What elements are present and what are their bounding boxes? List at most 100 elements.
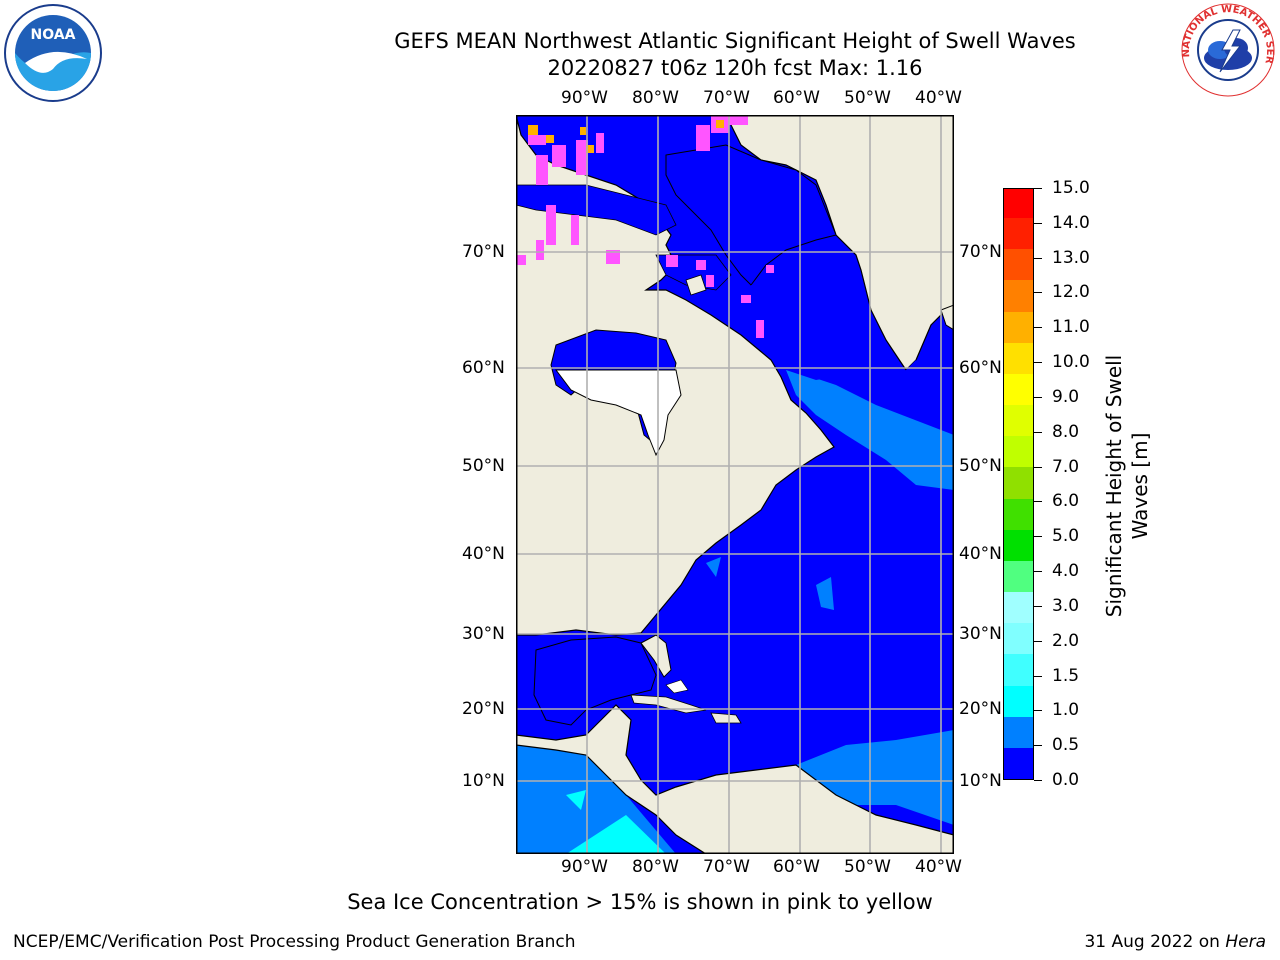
sea-ice (516, 115, 774, 338)
colorbar-tick-mark (1034, 745, 1042, 747)
map-panel (515, 114, 955, 855)
colorbar-segment (1004, 404, 1033, 437)
colorbar-segment (1004, 529, 1033, 561)
colorbar-tick-mark (1034, 675, 1042, 677)
colorbar-tick-mark (1034, 780, 1042, 781)
lat-label-right: 70°N (959, 242, 1002, 262)
colorbar-segment (1004, 342, 1033, 374)
colorbar-tick-mark (1034, 710, 1042, 712)
colorbar (1003, 188, 1034, 780)
lon-label-top: 90°W (561, 88, 608, 108)
lon-label-bottom: 80°W (632, 857, 679, 877)
lat-label-right: 10°N (959, 771, 1002, 791)
colorbar-tick-label: 13.0 (1052, 247, 1090, 268)
chart-subtitle: 20220827 t06z 120h fcst Max: 1.16 (547, 56, 923, 80)
colorbar-segment (1004, 279, 1033, 312)
colorbar-segment (1004, 591, 1033, 624)
colorbar-label: Significant Height of Swell Waves [m] (1101, 355, 1153, 617)
colorbar-segment (1004, 373, 1033, 406)
colorbar-tick-label: 15.0 (1052, 178, 1090, 198)
colorbar-tick-label: 0.0 (1052, 770, 1080, 790)
colorbar-tick-mark (1034, 640, 1042, 642)
colorbar-tick-label: 12.0 (1052, 282, 1090, 303)
colorbar-tick-mark (1034, 327, 1042, 329)
lon-label-top: 80°W (632, 88, 679, 108)
colorbar-tick-mark (1034, 571, 1042, 573)
lon-label-bottom: 60°W (773, 857, 820, 877)
colorbar-tick-label: 4.0 (1052, 561, 1080, 582)
colorbar-tick-label: 1.5 (1052, 665, 1080, 686)
colorbar-tick-mark (1034, 362, 1042, 364)
lat-label-left: 40°N (462, 544, 505, 564)
lon-label-bottom: 40°W (915, 857, 962, 877)
colorbar-tick-mark (1034, 605, 1042, 607)
colorbar-segment (1004, 435, 1033, 468)
map-gridlines (516, 115, 954, 854)
land-hispaniola (710, 712, 742, 724)
sea-ice-note: Sea Ice Concentration > 15% is shown in … (347, 890, 933, 914)
chart-title: GEFS MEAN Northwest Atlantic Significant… (394, 29, 1076, 53)
arctic-channel (515, 184, 677, 236)
colorbar-tick-mark (1034, 466, 1042, 468)
colorbar-segment (1004, 466, 1033, 499)
pacific-swell (516, 735, 676, 854)
footer-date-text: 31 Aug 2022 on (1084, 932, 1226, 952)
colorbar-segment (1004, 311, 1033, 343)
footer-host: Hera (1225, 932, 1266, 952)
lon-label-top: 50°W (844, 88, 891, 108)
colorbar-segment (1004, 716, 1033, 748)
noaa-logo-text: NOAA (31, 27, 76, 43)
lon-label-top: 70°W (703, 88, 750, 108)
footer-date: 31 Aug 2022 on Hera (1084, 932, 1266, 952)
colorbar-tick-label: 9.0 (1052, 386, 1080, 407)
lat-label-left: 10°N (462, 771, 505, 791)
colorbar-segment (1004, 653, 1033, 686)
colorbar-segment (1004, 217, 1033, 250)
colorbar-tick-label: 2.0 (1052, 630, 1080, 651)
colorbar-label-line1: Significant Height of Swell (1102, 354, 1126, 618)
colorbar-tick-mark (1034, 431, 1042, 433)
lon-label-top: 40°W (915, 88, 962, 108)
lat-label-right: 30°N (959, 624, 1002, 644)
lat-label-left: 60°N (462, 358, 505, 378)
colorbar-tick-mark (1034, 501, 1042, 503)
baffin-bay (665, 144, 837, 286)
colorbar-tick-label: 1.0 (1052, 700, 1080, 721)
colorbar-segment (1004, 622, 1033, 655)
lat-label-right: 60°N (959, 358, 1002, 378)
lat-label-left: 70°N (462, 242, 505, 262)
colorbar-segment (1004, 248, 1033, 281)
colorbar-tick-label: 8.0 (1052, 421, 1080, 442)
land-florida (640, 634, 672, 678)
colorbar-tick-mark (1034, 222, 1042, 224)
lon-label-bottom: 70°W (703, 857, 750, 877)
colorbar-segment (1004, 560, 1033, 593)
lon-label-top: 60°W (773, 88, 820, 108)
colorbar-tick-label: 3.0 (1052, 595, 1080, 616)
lon-label-bottom: 50°W (844, 857, 891, 877)
colorbar-tick-label: 0.5 (1052, 735, 1080, 756)
colorbar-tick-label: 6.0 (1052, 491, 1080, 512)
colorbar-segment (1004, 685, 1033, 717)
colorbar-tick-label: 11.0 (1052, 317, 1090, 338)
colorbar-segment (1004, 498, 1033, 530)
colorbar-segment (1004, 189, 1033, 219)
colorbar-tick-mark (1034, 257, 1042, 259)
colorbar-tick-mark (1034, 188, 1042, 189)
colorbar-segment (1004, 747, 1033, 779)
colorbar-tick-label: 14.0 (1052, 212, 1090, 233)
lat-label-right: 20°N (959, 699, 1002, 719)
colorbar-tick-label: 7.0 (1052, 456, 1080, 477)
colorbar-tick-label: 5.0 (1052, 526, 1080, 547)
pacific-swell-high (566, 815, 666, 854)
noaa-logo: NOAA (3, 3, 103, 107)
lat-label-right: 50°N (959, 456, 1002, 476)
map-svg (515, 114, 955, 855)
lat-label-right: 40°N (959, 544, 1002, 564)
colorbar-tick-label: 10.0 (1052, 352, 1090, 373)
footer-branch: NCEP/EMC/Verification Post Processing Pr… (13, 932, 576, 952)
colorbar-label-line2: Waves [m] (1128, 432, 1152, 540)
colorbar-tick-mark (1034, 536, 1042, 538)
nws-logo: NATIONAL WEATHER SERVICE (1174, 0, 1278, 104)
lat-label-left: 20°N (462, 699, 505, 719)
